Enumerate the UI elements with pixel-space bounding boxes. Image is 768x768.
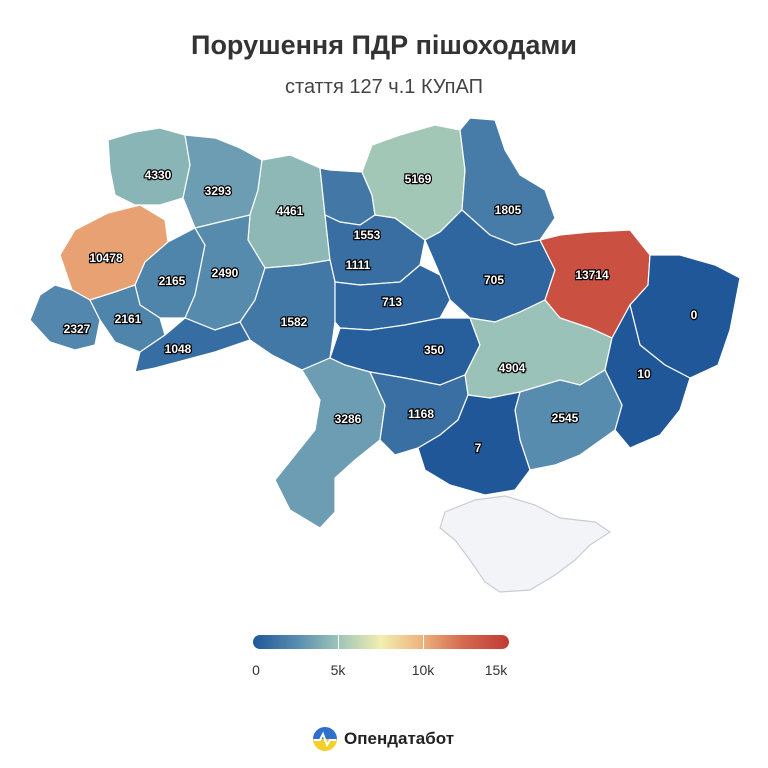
region-value-dnipro: 4904 bbox=[499, 361, 526, 375]
region-value-kirovohrad: 350 bbox=[424, 343, 444, 357]
region-chernivtsi[interactable] bbox=[134, 317, 251, 373]
region-volyn[interactable] bbox=[107, 127, 191, 206]
region-crimea bbox=[439, 495, 612, 593]
region-odesa[interactable] bbox=[274, 357, 386, 529]
region-value-sumy: 1805 bbox=[495, 203, 522, 217]
legend-label-10k: 10k bbox=[411, 662, 435, 678]
region-value-rivne: 3293 bbox=[205, 184, 232, 198]
region-value-zakarpattia: 2327 bbox=[64, 322, 91, 336]
legend-tick-10k bbox=[423, 635, 424, 649]
brand: Опендатабот bbox=[312, 724, 454, 754]
region-value-kherson: 7 bbox=[475, 441, 482, 455]
region-value-chernivtsi: 1048 bbox=[165, 342, 192, 356]
region-value-donetsk: 10 bbox=[637, 367, 651, 381]
region-ivano-frankivsk[interactable] bbox=[89, 284, 166, 353]
legend-color-scale bbox=[253, 635, 509, 649]
region-cherkasy[interactable] bbox=[334, 264, 451, 331]
region-value-zaporizhzhia: 2545 bbox=[552, 411, 579, 425]
region-value-mykolaiv: 1168 bbox=[408, 407, 434, 421]
region-value-kyiv-region: 1111 bbox=[346, 258, 371, 272]
region-value-volyn: 4330 bbox=[145, 168, 172, 182]
region-value-ivano-frankivsk: 2161 bbox=[115, 312, 142, 326]
region-value-luhansk: 0 bbox=[691, 308, 698, 322]
region-value-odesa: 3286 bbox=[335, 412, 362, 426]
region-value-zhytomyr: 4461 bbox=[277, 204, 304, 218]
region-value-lviv: 10478 bbox=[89, 251, 123, 265]
region-value-ternopil: 2165 bbox=[159, 274, 186, 288]
map-subtitle: стаття 127 ч.1 КУпАП bbox=[285, 76, 483, 98]
opendatabot-logo-icon bbox=[313, 727, 337, 751]
region-luhansk[interactable] bbox=[629, 254, 741, 379]
brand-name: Опендатабот bbox=[344, 729, 455, 748]
legend-label-0: 0 bbox=[252, 662, 260, 678]
legend-label-15k: 15k bbox=[484, 662, 508, 678]
map-title: Порушення ПДР пішоходами bbox=[191, 30, 577, 60]
region-value-chernihiv: 5169 bbox=[405, 172, 432, 186]
region-value-khmelnytskyi: 2490 bbox=[212, 266, 239, 280]
region-value-poltava: 705 bbox=[484, 273, 504, 287]
legend-label-5k: 5k bbox=[330, 662, 346, 678]
region-value-cherkasy: 713 bbox=[382, 295, 402, 309]
region-kherson[interactable] bbox=[417, 391, 531, 496]
region-value-kharkiv: 13714 bbox=[575, 268, 609, 282]
legend-tick-5k bbox=[338, 635, 339, 649]
region-value-vinnytsia: 1582 bbox=[281, 315, 308, 329]
region-value-kyiv-city: 1553 bbox=[354, 228, 381, 242]
